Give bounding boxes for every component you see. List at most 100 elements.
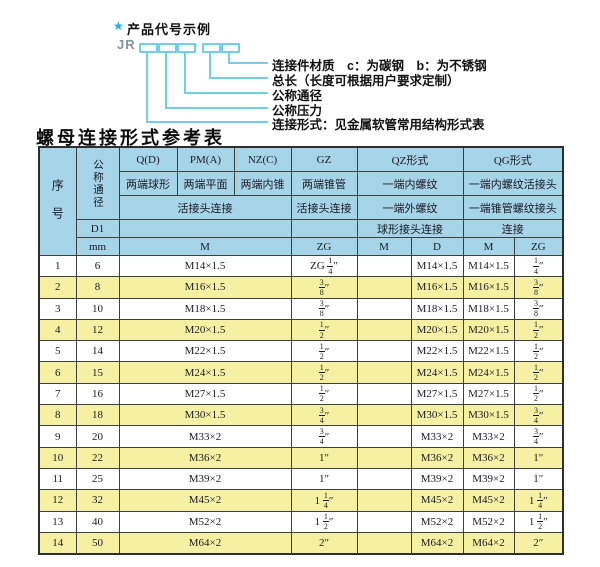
table-cell: 1 1 2 ″ bbox=[290, 510, 358, 533]
table-cell: 1 2 ″ bbox=[513, 340, 564, 363]
table-row: 10 22 M36×2 1″ M36×2 M36×2 1″ bbox=[38, 446, 564, 469]
table-cell: M30×1.5 bbox=[118, 404, 292, 427]
table-row: 5 14 M22×1.5 1 2 ″ M22×1.5 M22×1.5 1 2 ″ bbox=[38, 340, 564, 363]
table-cell: M64×2 bbox=[462, 531, 515, 555]
table-cell: 6 bbox=[38, 361, 77, 384]
table-cell: 3 bbox=[38, 297, 77, 320]
header-cell-blank bbox=[290, 219, 358, 238]
table-cell: 1″ bbox=[290, 446, 358, 469]
table-cell: M22×1.5 bbox=[410, 340, 464, 363]
table-cell: M39×2 bbox=[462, 467, 515, 491]
table-cell: 16 bbox=[75, 382, 120, 406]
table-cell: 25 bbox=[75, 467, 120, 491]
table-cell: M20×1.5 bbox=[118, 318, 292, 342]
connector-line bbox=[209, 51, 211, 77]
table-cell: M45×2 bbox=[410, 489, 464, 512]
header-cell-pm: PM(A) bbox=[176, 146, 235, 172]
table-cell: 20 bbox=[75, 425, 120, 448]
table-cell: M30×1.5 bbox=[410, 404, 464, 427]
table-cell: M52×2 bbox=[118, 510, 292, 533]
header-cell-qz-sub: 一端内螺纹 bbox=[356, 171, 464, 196]
table-cell: 3 4 ″ bbox=[513, 404, 564, 427]
table-cell: 12 bbox=[38, 489, 77, 512]
table-cell bbox=[356, 361, 412, 384]
table-cell: M45×2 bbox=[118, 489, 292, 512]
header-cell-qg-sub: 一端内螺纹活接头 bbox=[462, 171, 564, 196]
table-cell: 10 bbox=[75, 297, 120, 320]
table-row: 14 50 M64×2 2″ M64×2 M64×2 2″ bbox=[38, 531, 564, 555]
header-cell-m-qg: M bbox=[462, 237, 515, 256]
table-cell bbox=[356, 382, 412, 406]
header-cell-seq: 序号 bbox=[38, 146, 77, 256]
header-cell-gz-sub2: 活接头连接 bbox=[290, 195, 358, 220]
table-cell: M14×1.5 bbox=[410, 254, 464, 278]
table-row: 9 20 M33×2 3 4 ″ M33×2 M33×2 3 4 ″ bbox=[38, 425, 564, 448]
table-cell: 1 2 ″ bbox=[290, 361, 358, 384]
label-material: 连接件材质 c：为碳钢 b：为不锈钢 bbox=[272, 59, 487, 73]
connector-line bbox=[209, 77, 268, 79]
table-cell: 3 8 ″ bbox=[290, 297, 358, 320]
table-cell: 8 bbox=[75, 276, 120, 299]
code-box bbox=[177, 43, 196, 53]
header-cell-d-qz: D bbox=[410, 237, 464, 256]
table-cell: M27×1.5 bbox=[462, 382, 515, 406]
table-cell: 1 bbox=[38, 254, 77, 278]
table-cell: 3 8 ″ bbox=[513, 297, 564, 320]
connector-line bbox=[165, 107, 268, 109]
header-cell-gz: GZ bbox=[290, 146, 358, 172]
label-connection-form: 连接形式：见金属软管常用结构形式表 bbox=[272, 118, 485, 132]
table-cell: M27×1.5 bbox=[118, 382, 292, 406]
table-cell: 2″ bbox=[513, 531, 564, 555]
table-cell: 1 2 ″ bbox=[290, 382, 358, 406]
table-cell: M18×1.5 bbox=[410, 297, 464, 320]
table-cell: M36×2 bbox=[462, 446, 515, 469]
table-row: 12 32 M45×2 1 1 4 ″ M45×2 M45×2 1 1 4 ″ bbox=[38, 489, 564, 512]
header-cell-q-sub: 两端球形 bbox=[118, 171, 178, 196]
table-cell: M18×1.5 bbox=[118, 297, 292, 320]
table-cell: M33×2 bbox=[118, 425, 292, 448]
table-cell bbox=[356, 276, 412, 299]
header-cell-mm: mm bbox=[75, 237, 120, 256]
table-cell bbox=[356, 467, 412, 491]
table-cell: 12 bbox=[75, 318, 120, 342]
table-cell: M64×2 bbox=[410, 531, 464, 555]
connector-line bbox=[184, 92, 268, 94]
table-cell bbox=[356, 254, 412, 278]
table-cell: M45×2 bbox=[462, 489, 515, 512]
diagram-title: 产品代号示例 bbox=[127, 22, 212, 37]
table-cell: 1 1 4 ″ bbox=[513, 489, 564, 512]
table-header: 序号 公称通径 Q(D) PM(A) NZ(C) GZ QZ形式 QG形式 两端… bbox=[38, 146, 564, 256]
table-cell: M16×1.5 bbox=[118, 276, 292, 299]
table-cell: M16×1.5 bbox=[410, 276, 464, 299]
star-icon: ★ bbox=[113, 19, 124, 33]
table-cell: 18 bbox=[75, 404, 120, 427]
table-cell: 1″ bbox=[513, 446, 564, 469]
table-body: 1 6 M14×1.5 ZG 1 4 ″ M14×1.5 M14×1.5 1 4 ″ 2 8 M16×1.… bbox=[38, 254, 564, 555]
table-row: 6 15 M24×1.5 1 2 ″ M24×1.5 M24×1.5 1 2 ″ bbox=[38, 361, 564, 384]
header-cell-blank bbox=[118, 219, 292, 238]
header-cell-qz-sub3: 球形接头连接 bbox=[356, 219, 464, 238]
connector-line bbox=[228, 51, 230, 62]
table-cell: M24×1.5 bbox=[118, 361, 292, 384]
table-cell: M22×1.5 bbox=[462, 340, 515, 363]
table-cell: 2″ bbox=[290, 531, 358, 555]
table-cell bbox=[356, 531, 412, 555]
table-cell: 13 bbox=[38, 510, 77, 533]
table-cell: M33×2 bbox=[462, 425, 515, 448]
nut-connection-reference-table: 序号 公称通径 Q(D) PM(A) NZ(C) GZ QZ形式 QG形式 两端… bbox=[38, 146, 565, 556]
header-cell-qg-sub3: 连接 bbox=[462, 219, 564, 238]
table-cell: 3 4 ″ bbox=[513, 425, 564, 448]
table-cell: 15 bbox=[75, 361, 120, 384]
